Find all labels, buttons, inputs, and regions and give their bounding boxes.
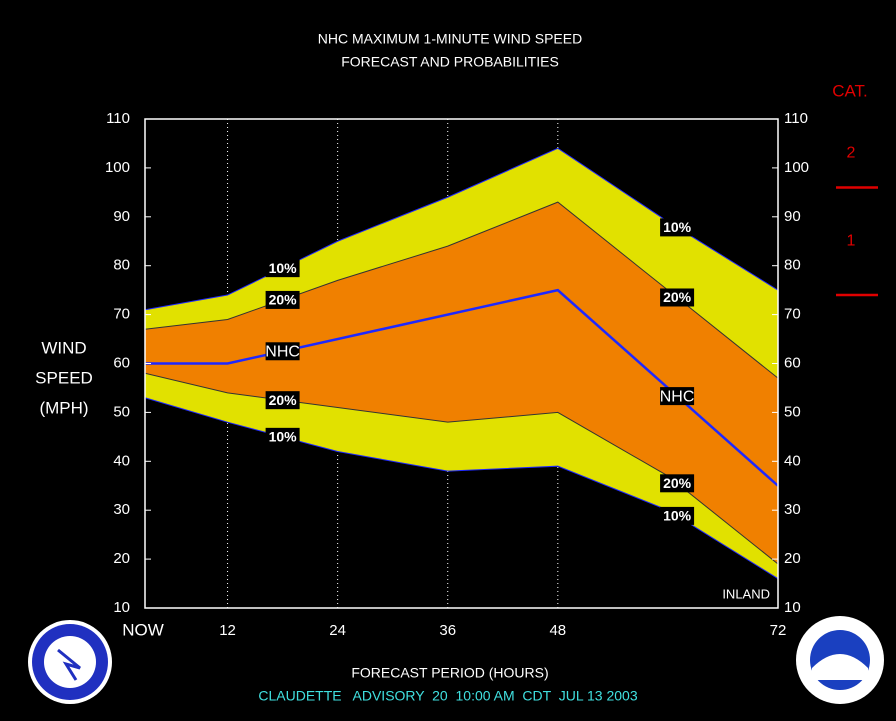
label-box [265,427,300,446]
series-label: 20% [663,289,692,305]
series-label: NHC [265,343,300,360]
y-tick-label: 20 [113,550,130,567]
label-box [265,290,300,309]
y-tick-label: 80 [113,257,130,274]
series-label: NHC [660,388,695,405]
logo-bolt [57,648,81,681]
noaa-logo [796,616,884,704]
y-tick-label-right: 40 [784,452,801,469]
label-box [660,288,695,307]
y-tick-label: 70 [113,306,130,323]
category-label: 2 [847,144,856,161]
x-tick-label: 24 [329,622,346,639]
y-tick-label: 110 [106,110,130,127]
y-tick-label-right: 30 [784,501,801,518]
x-axis-label: FORECAST PERIOD (HOURS) [351,665,548,681]
series-label: 20% [269,392,298,408]
chart-subtitle: FORECAST AND PROBABILITIES [341,54,559,70]
x-tick-label: NOW [122,620,164,639]
y-tick-label-right: 10 [784,599,801,616]
y-tick-label: 60 [113,354,130,371]
y-tick-label-right: 90 [784,208,801,225]
y-tick-label: 10 [113,599,130,616]
label-box [660,218,695,237]
y-tick-label-right: 50 [784,403,801,420]
label-box [660,474,695,493]
logo-center [44,636,96,688]
series-label: 10% [663,508,692,524]
y-tick-label: 50 [113,403,130,420]
series-label: 10% [663,219,692,235]
series-label: 10% [269,260,298,276]
series-label: 20% [269,292,298,308]
category-label: 1 [847,232,856,249]
y-tick-label: 100 [105,159,130,176]
footer: CLAUDETTE ADVISORY 20 10:00 AM CDT JUL 1… [258,688,637,704]
y-tick-label: 30 [113,501,130,518]
label-box [265,259,300,278]
y-tick-label-right: 80 [784,257,801,274]
y-axis-label: WIND [41,338,86,357]
y-tick-label-right: 70 [784,306,801,323]
nws-logo [28,620,112,704]
y-axis-label: SPEED [35,368,93,387]
logo-wave [812,654,868,680]
y-tick-label: 40 [113,452,130,469]
label-box [660,387,695,406]
y-tick-label-right: 100 [784,159,809,176]
y-tick-label: 90 [113,208,130,225]
chart-title: NHC MAXIMUM 1-MINUTE WIND SPEED [318,31,582,47]
label-box [660,506,695,525]
y-tick-label-right: 110 [784,110,808,127]
label-box [265,342,300,361]
series-label: 20% [663,475,692,491]
y-tick-label-right: 60 [784,354,801,371]
x-tick-label: 36 [439,622,456,639]
label-box [265,391,300,410]
y-axis-label: (MPH) [39,398,88,417]
series-label: 10% [269,429,298,445]
x-tick-label: 72 [770,622,787,639]
x-tick-label: 12 [219,622,236,639]
y-tick-label-right: 20 [784,550,801,567]
category-title: CAT. [832,81,868,100]
annotation: INLAND [722,586,770,601]
x-tick-label: 48 [549,622,566,639]
